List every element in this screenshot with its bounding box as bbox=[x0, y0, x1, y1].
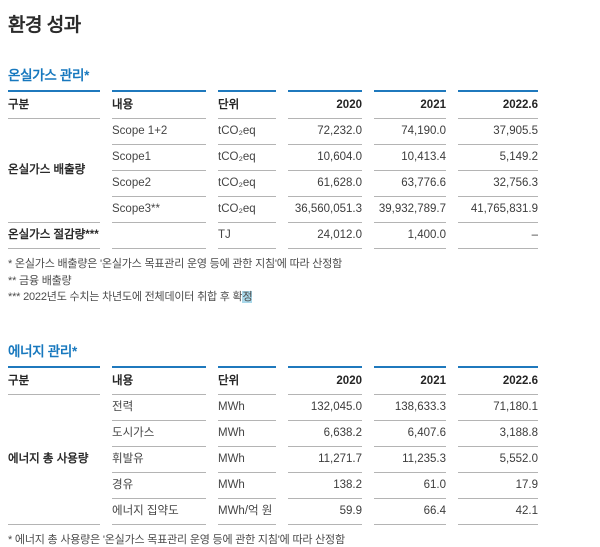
cell-2022: 3,188.8 bbox=[458, 421, 538, 447]
cell-2020: 36,560,051.3 bbox=[288, 197, 362, 223]
cell-unit: MWh bbox=[218, 447, 276, 473]
cell-2022: 17.9 bbox=[458, 473, 538, 499]
col-header-naeyong: 내용 bbox=[112, 90, 206, 119]
col-header-2020: 2020 bbox=[288, 90, 362, 119]
cell-item: Scope1 bbox=[112, 145, 206, 171]
cell-unit: TJ bbox=[218, 223, 276, 249]
cell-2022: 5,552.0 bbox=[458, 447, 538, 473]
cell-unit: MWh bbox=[218, 473, 276, 499]
col-header-2021: 2021 bbox=[374, 90, 446, 119]
cell-2022: 71,180.1 bbox=[458, 395, 538, 421]
cell-item: 전력 bbox=[112, 395, 206, 421]
page-title: 환경 성과 bbox=[8, 10, 538, 37]
cell-2022: 37,905.5 bbox=[458, 119, 538, 145]
search-highlight: 정 bbox=[242, 291, 252, 303]
cell-item: 휘발유 bbox=[112, 447, 206, 473]
ghg-reduction-label: 온실가스 절감량*** bbox=[8, 223, 100, 249]
cell-unit: MWh/억 원 bbox=[218, 499, 276, 525]
cell-unit: tCO₂eq bbox=[218, 119, 276, 145]
col-header-gubun: 구분 bbox=[8, 366, 100, 395]
col-header-danwi: 단위 bbox=[218, 366, 276, 395]
cell-2022: 42.1 bbox=[458, 499, 538, 525]
cell-2021: 10,413.4 bbox=[374, 145, 446, 171]
cell-2021: 63,776.6 bbox=[374, 171, 446, 197]
section-title-ghg: 온실가스 관리* bbox=[8, 64, 538, 84]
cell-2020: 61,628.0 bbox=[288, 171, 362, 197]
page: 환경 성과 온실가스 관리* 구분 내용 단위 2020 2021 2022.6 bbox=[0, 0, 538, 547]
cell-2020: 6,638.2 bbox=[288, 421, 362, 447]
cell-item: 에너지 집약도 bbox=[112, 499, 206, 525]
cell-unit: tCO₂eq bbox=[218, 145, 276, 171]
cell-2022: 5,149.2 bbox=[458, 145, 538, 171]
footnote: * 온실가스 배출량은 '온실가스 목표관리 운영 등에 관한 지침'에 따라 … bbox=[8, 258, 538, 272]
table-row: 온실가스 절감량*** TJ 24,012.0 1,400.0 – bbox=[8, 223, 538, 249]
energy-header-row: 구분 내용 단위 2020 2021 2022.6 bbox=[8, 366, 538, 395]
col-header-2022-6: 2022.6 bbox=[458, 366, 538, 395]
section-title-energy: 에너지 관리* bbox=[8, 340, 538, 360]
cell-item: Scope3** bbox=[112, 197, 206, 223]
cell-item-empty bbox=[112, 223, 206, 249]
cell-2020: 138.2 bbox=[288, 473, 362, 499]
cell-2021: 61.0 bbox=[374, 473, 446, 499]
ghg-table: 구분 내용 단위 2020 2021 2022.6 온실가스 배출량 Scope… bbox=[0, 90, 550, 249]
col-header-danwi: 단위 bbox=[218, 90, 276, 119]
cell-2021: 1,400.0 bbox=[374, 223, 446, 249]
cell-2021: 39,932,789.7 bbox=[374, 197, 446, 223]
ghg-header-row: 구분 내용 단위 2020 2021 2022.6 bbox=[8, 90, 538, 119]
ghg-footnotes: * 온실가스 배출량은 '온실가스 목표관리 운영 등에 관한 지침'에 따라 … bbox=[8, 258, 538, 305]
cell-2020: 11,271.7 bbox=[288, 447, 362, 473]
cell-unit: MWh bbox=[218, 421, 276, 447]
cell-2020: 10,604.0 bbox=[288, 145, 362, 171]
cell-2020: 24,012.0 bbox=[288, 223, 362, 249]
cell-2020: 72,232.0 bbox=[288, 119, 362, 145]
cell-2021: 74,190.0 bbox=[374, 119, 446, 145]
section-energy: 에너지 관리* 구분 내용 단위 2020 2021 2022.6 에너지 총 … bbox=[8, 340, 538, 547]
energy-group-label: 에너지 총 사용량 bbox=[8, 395, 100, 525]
cell-unit: tCO₂eq bbox=[218, 171, 276, 197]
cell-2021: 6,407.6 bbox=[374, 421, 446, 447]
cell-2021: 66.4 bbox=[374, 499, 446, 525]
footnote-text: *** 2022년도 수치는 차년도에 전체데이터 취합 후 확 bbox=[8, 291, 242, 303]
col-header-2021: 2021 bbox=[374, 366, 446, 395]
cell-unit: MWh bbox=[218, 395, 276, 421]
energy-table: 구분 내용 단위 2020 2021 2022.6 에너지 총 사용량 전력 M… bbox=[0, 366, 550, 525]
cell-unit: tCO₂eq bbox=[218, 197, 276, 223]
cell-item: Scope2 bbox=[112, 171, 206, 197]
footnote: *** 2022년도 수치는 차년도에 전체데이터 취합 후 확정 bbox=[8, 291, 538, 305]
energy-footnotes: * 에너지 총 사용량은 '온실가스 목표관리 운영 등에 관한 지침'에 따라… bbox=[8, 534, 538, 547]
footnote: ** 금융 배출량 bbox=[8, 275, 538, 289]
cell-2022: 32,756.3 bbox=[458, 171, 538, 197]
cell-2022: – bbox=[458, 223, 538, 249]
cell-2021: 11,235.3 bbox=[374, 447, 446, 473]
col-header-2020: 2020 bbox=[288, 366, 362, 395]
cell-item: 경유 bbox=[112, 473, 206, 499]
col-header-2022-6: 2022.6 bbox=[458, 90, 538, 119]
cell-2020: 132,045.0 bbox=[288, 395, 362, 421]
table-row: 온실가스 배출량 Scope 1+2 tCO₂eq 72,232.0 74,19… bbox=[8, 119, 538, 145]
section-ghg: 온실가스 관리* 구분 내용 단위 2020 2021 2022.6 온실가스 … bbox=[8, 64, 538, 305]
cell-item: Scope 1+2 bbox=[112, 119, 206, 145]
table-row: 에너지 총 사용량 전력 MWh 132,045.0 138,633.3 71,… bbox=[8, 395, 538, 421]
cell-2021: 138,633.3 bbox=[374, 395, 446, 421]
cell-2022: 41,765,831.9 bbox=[458, 197, 538, 223]
col-header-naeyong: 내용 bbox=[112, 366, 206, 395]
ghg-group-label: 온실가스 배출량 bbox=[8, 119, 100, 223]
cell-item: 도시가스 bbox=[112, 421, 206, 447]
cell-2020: 59.9 bbox=[288, 499, 362, 525]
col-header-gubun: 구분 bbox=[8, 90, 100, 119]
footnote: * 에너지 총 사용량은 '온실가스 목표관리 운영 등에 관한 지침'에 따라… bbox=[8, 534, 538, 547]
